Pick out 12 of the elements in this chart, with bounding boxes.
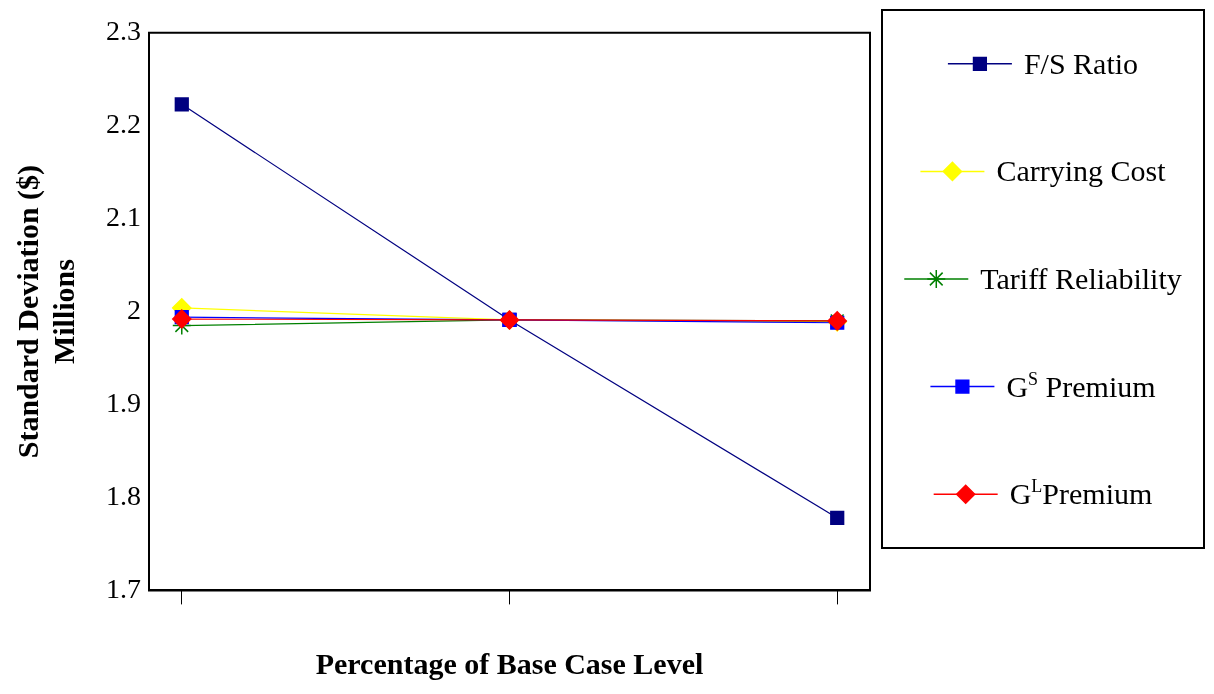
y-tick-label: 2.1 — [106, 201, 141, 233]
y-tick-label: 1.9 — [106, 386, 141, 418]
x-axis-title: Percentage of Base Case Level — [315, 646, 704, 680]
legend-label: Carrying Cost — [996, 154, 1167, 188]
y-tick-label: 2.3 — [106, 15, 141, 47]
legend-label: Tariff Reliability — [980, 262, 1182, 295]
y-tick-label: 2 — [127, 293, 141, 325]
y-tick-label: 2.2 — [106, 108, 141, 140]
legend-label: F/S Ratio — [1023, 46, 1139, 80]
y-tick-label: 1.8 — [106, 479, 141, 511]
y-axis-title: Standard Deviation ($) Millions — [10, 164, 80, 459]
y-tick-label: 1.7 — [106, 572, 141, 604]
